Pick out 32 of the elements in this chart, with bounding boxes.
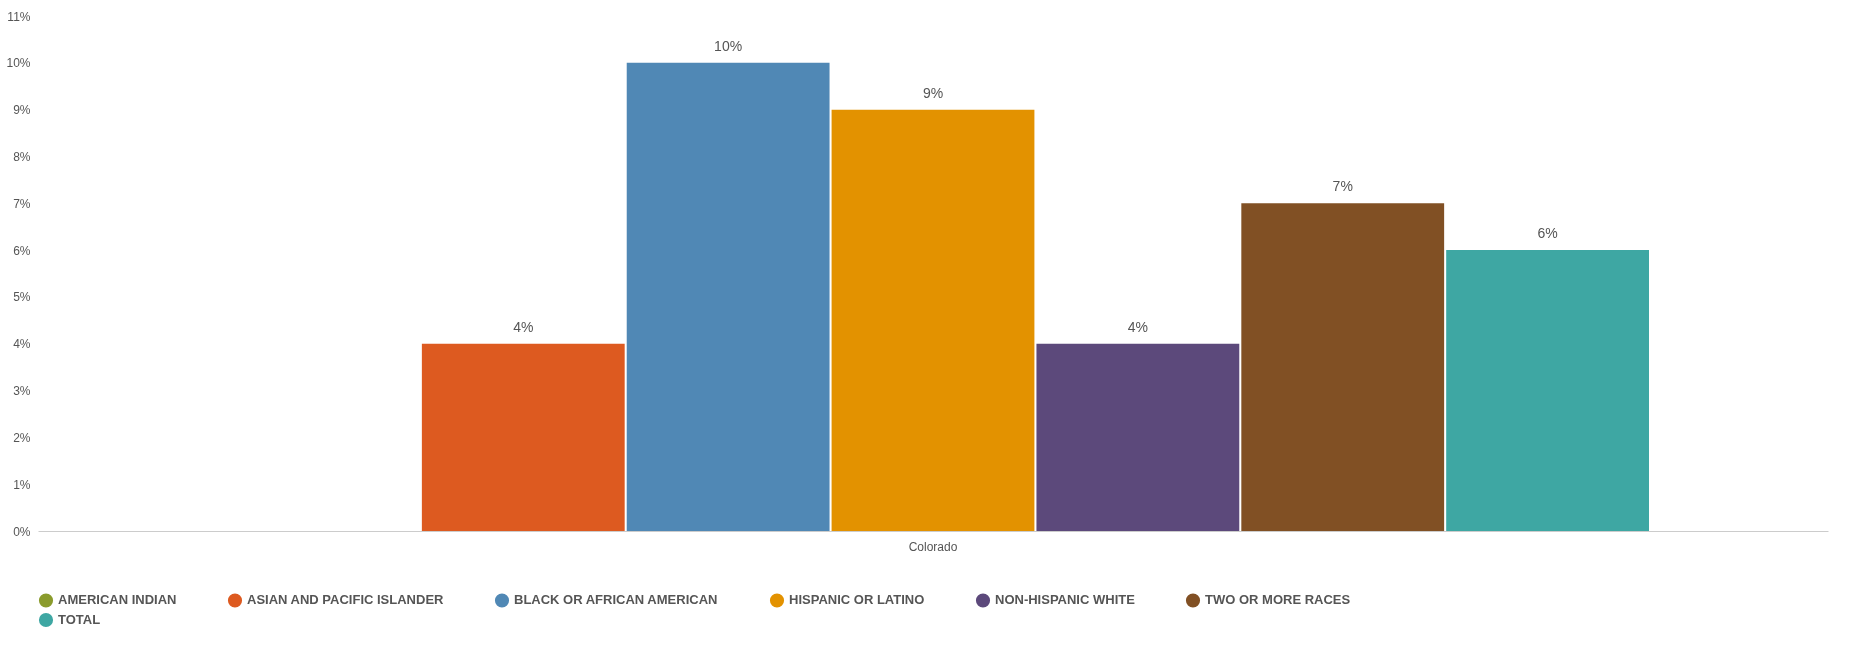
data-label: 10% bbox=[714, 37, 743, 54]
y-tick-label: 8% bbox=[13, 149, 31, 164]
bar bbox=[421, 343, 625, 531]
legend-label: AMERICAN INDIAN bbox=[58, 592, 177, 608]
data-label: 6% bbox=[1537, 225, 1558, 242]
data-label: 7% bbox=[1332, 178, 1353, 195]
y-tick-label: 3% bbox=[13, 384, 31, 399]
y-tick-label: 4% bbox=[13, 337, 31, 352]
bar bbox=[1036, 343, 1240, 531]
bar bbox=[831, 109, 1035, 531]
legend-label: TOTAL bbox=[58, 612, 101, 627]
legend-label: HISPANIC OR LATINO bbox=[789, 592, 925, 608]
legend-label: ASIAN AND PACIFIC ISLANDER bbox=[247, 592, 445, 608]
data-label: 4% bbox=[513, 318, 534, 335]
legend-label: NON-HISPANIC WHITE bbox=[995, 592, 1136, 608]
y-tick-label: 2% bbox=[13, 430, 31, 445]
y-tick-label: 0% bbox=[13, 524, 31, 539]
y-tick-label: 6% bbox=[13, 243, 31, 258]
y-tick-label: 9% bbox=[13, 103, 31, 118]
data-label: 4% bbox=[1127, 318, 1148, 335]
y-tick-label: 5% bbox=[13, 290, 31, 305]
y-tick-label: 10% bbox=[6, 56, 31, 71]
y-tick-label: 7% bbox=[13, 196, 31, 211]
bar bbox=[626, 62, 830, 531]
bar bbox=[1241, 203, 1445, 531]
x-tick-label: Colorado bbox=[908, 539, 958, 554]
legend-label: TWO OR MORE RACES bbox=[1205, 592, 1351, 608]
y-tick-label: 11% bbox=[7, 9, 31, 24]
data-label: 9% bbox=[922, 84, 944, 101]
bar bbox=[1446, 250, 1649, 531]
y-tick-label: 1% bbox=[13, 477, 31, 492]
legend-label: BLACK OR AFRICAN AMERICAN bbox=[514, 592, 718, 608]
